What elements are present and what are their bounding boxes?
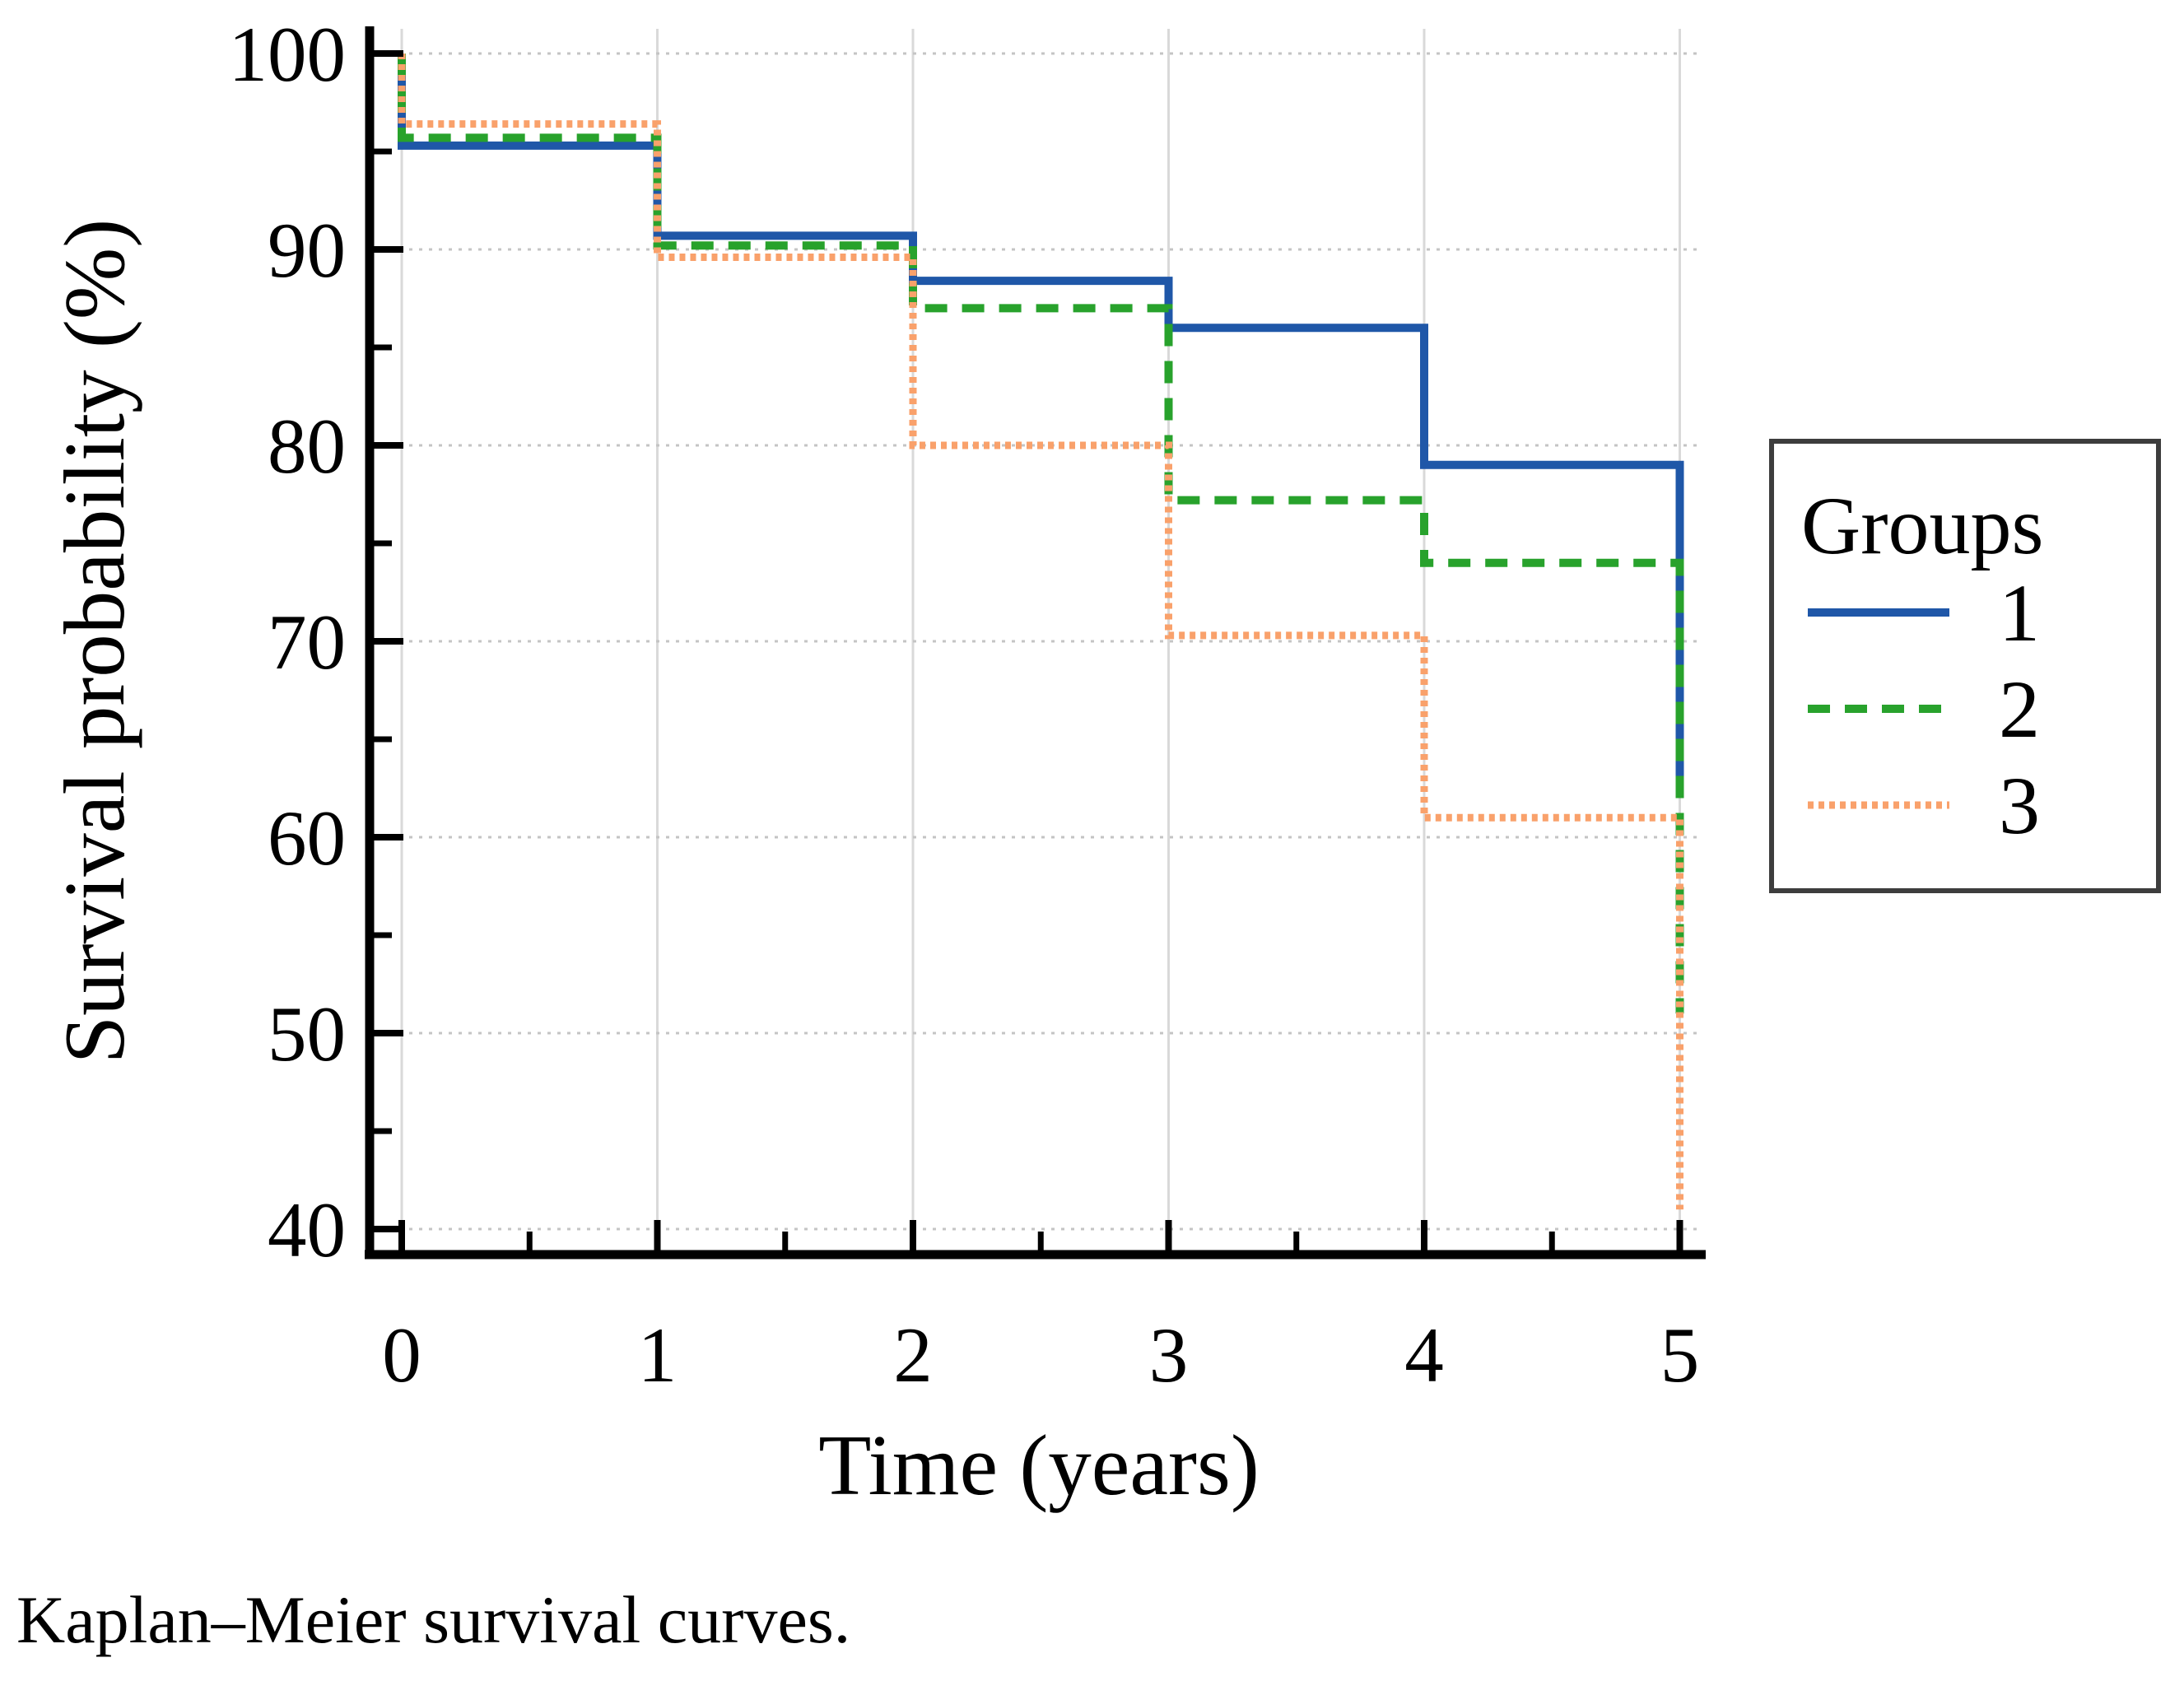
- axis-ticks: [372, 50, 1683, 1251]
- x-tick-label: 2: [893, 1311, 933, 1399]
- x-tick-label: 4: [1404, 1311, 1444, 1399]
- axis-spines: [365, 26, 1706, 1260]
- y-tick-label: 100: [229, 11, 347, 98]
- y-tick-label: 50: [268, 990, 346, 1078]
- legend-entries: 123: [1808, 567, 2040, 851]
- legend-entry: 2: [1808, 664, 2040, 755]
- figure-caption: Kaplan–Meier survival curves.: [16, 1582, 850, 1657]
- y-axis-label: Survival probability (%): [46, 219, 142, 1064]
- legend: Groups 123: [1769, 439, 2161, 893]
- y-tick-label: 60: [268, 794, 346, 882]
- x-tick-label: 3: [1149, 1311, 1189, 1399]
- x-tick-label: 1: [638, 1311, 678, 1399]
- legend-entry: 3: [1808, 760, 2040, 851]
- x-tick-label: 0: [382, 1311, 421, 1399]
- survival-curve-group-1: [398, 54, 1684, 779]
- tick-labels: 100 90 80 70 60 50 40 0 1 2 3 4 5: [229, 11, 1700, 1399]
- legend-entry-label: 3: [1999, 760, 2040, 851]
- legend-box: [1769, 439, 2161, 893]
- x-tick-label: 5: [1660, 1311, 1700, 1399]
- y-tick-label: 90: [268, 207, 346, 294]
- legend-entry-label: 2: [1999, 664, 2040, 755]
- legend-entry-label: 1: [1999, 567, 2040, 659]
- y-tick-label: 70: [268, 598, 346, 686]
- survival-curve-group-2: [398, 54, 1684, 1014]
- survival-curve-group-3: [398, 54, 1683, 1210]
- y-tick-label: 40: [268, 1186, 346, 1274]
- legend-title: Groups: [1801, 480, 2043, 571]
- y-tick-label: 80: [268, 403, 346, 490]
- horizontal-gridlines: [370, 52, 1700, 1231]
- legend-entry: 1: [1808, 567, 2040, 659]
- survival-curves: [398, 54, 1684, 1210]
- x-axis-label: Time (years): [818, 1417, 1260, 1513]
